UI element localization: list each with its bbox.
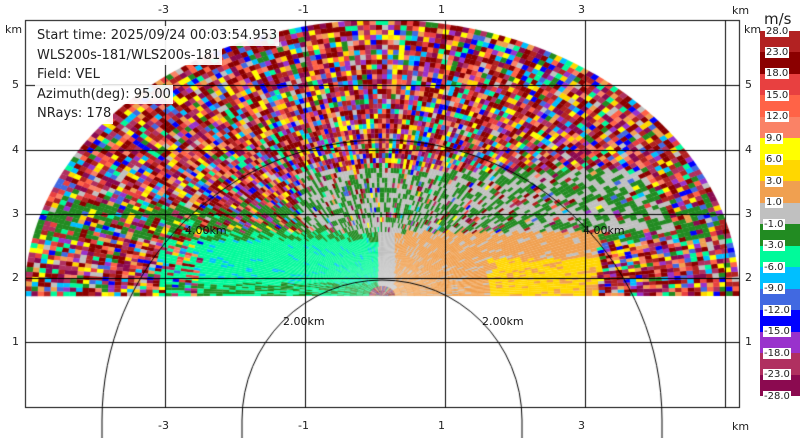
x-tick-label-bottom: 3	[578, 419, 585, 432]
y-tick-label-right: 1	[745, 335, 752, 349]
x-tick-label-bottom: -1	[298, 419, 309, 432]
colorbar-tick-label: 23.0	[765, 46, 790, 58]
x-tick-label-top: -1	[298, 3, 309, 16]
colorbar-tick-label: -15.0	[763, 326, 791, 338]
colorbar-tick-label: 1.0	[765, 197, 783, 209]
y-tick-label-left: 4	[12, 142, 19, 156]
y-tick-label-right: 2	[745, 271, 752, 284]
x-tick-label-top: 3	[578, 3, 585, 16]
field-name: Field: VEL	[35, 65, 102, 85]
colorbar-tick-label: 15.0	[765, 89, 790, 101]
y-tick-label-left: 3	[12, 206, 19, 220]
colorbar-tick-label: -23.0	[763, 369, 791, 381]
colorbar-tick-label: 12.0	[765, 111, 790, 123]
colorbar-tick-label: 6.0	[765, 154, 783, 166]
start-time: Start time: 2025/09/24 00:03:54.953	[35, 26, 280, 46]
y-tick-label-left: 5	[12, 78, 19, 92]
range-ring-label: 2.00km	[283, 315, 325, 328]
colorbar-tick-label: 28.0	[765, 25, 790, 37]
x-tick-label-bottom: -3	[158, 419, 169, 432]
y-unit-label-right: km	[744, 23, 762, 36]
nrays: NRays: 178	[35, 104, 114, 124]
x-unit-label-bottom: km	[732, 420, 750, 433]
colorbar-tick-label: -1.0	[763, 218, 785, 230]
x-tick-label-bottom: 1	[438, 419, 445, 432]
y-tick-label-right: 4	[745, 142, 752, 156]
colorbar	[760, 31, 800, 397]
x-tick-label-top: -3	[158, 3, 169, 16]
x-unit-label-top: km	[732, 4, 750, 17]
range-ring-label: 2.00km	[482, 315, 524, 328]
colorbar-tick-label: -9.0	[763, 283, 785, 295]
azimuth: Azimuth(deg): 95.00	[35, 84, 173, 104]
colorbar-tick-label: 18.0	[765, 68, 790, 80]
range-ring-label: 4.00km	[185, 224, 227, 237]
y-unit-label-left: km	[5, 23, 23, 36]
colorbar-tick-label: 3.0	[765, 175, 783, 187]
y-tick-label-right: 5	[745, 78, 752, 92]
colorbar-tick-label: -3.0	[763, 240, 785, 252]
colorbar-unit: m/s	[764, 10, 792, 28]
colorbar-tick-label: -28.0	[763, 390, 791, 402]
info-box: Start time: 2025/09/24 00:03:54.953 WLS2…	[35, 26, 280, 124]
x-tick-label-top: 1	[438, 3, 445, 16]
colorbar-tick-label: -6.0	[763, 261, 785, 273]
colorbar-tick-label: 9.0	[765, 132, 783, 144]
y-tick-label-right: 3	[745, 206, 752, 220]
instrument-name: WLS200s-181/WLS200s-181	[35, 45, 223, 65]
range-ring-label: 4.00km	[583, 224, 625, 237]
y-tick-label-left: 2	[12, 271, 19, 284]
colorbar-tick-label: -18.0	[763, 347, 791, 359]
colorbar-tick-label: -12.0	[763, 304, 791, 316]
y-tick-label-left: 1	[12, 335, 19, 349]
